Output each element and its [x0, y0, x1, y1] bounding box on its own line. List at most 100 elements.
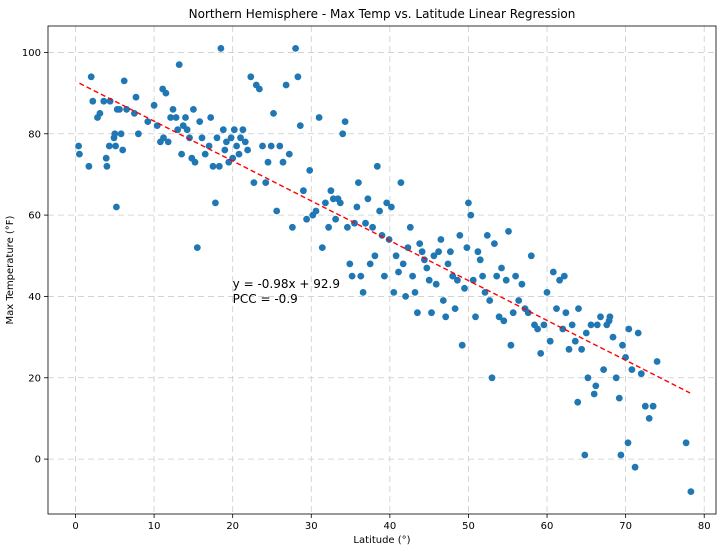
data-point	[329, 195, 337, 203]
data-point	[590, 390, 598, 398]
data-point	[476, 256, 484, 264]
data-point	[512, 272, 519, 280]
data-point	[259, 142, 266, 150]
data-point	[609, 333, 617, 341]
data-point	[89, 97, 97, 105]
x-tick-label: 10	[148, 521, 161, 532]
data-point	[502, 276, 510, 284]
data-point	[144, 118, 152, 125]
data-point	[239, 126, 247, 134]
data-point	[390, 289, 398, 296]
data-point	[641, 402, 649, 410]
data-point	[264, 158, 272, 166]
data-point	[465, 199, 472, 207]
data-point	[444, 260, 452, 268]
data-point	[617, 451, 625, 459]
x-tick-label: 50	[462, 521, 475, 532]
data-point	[373, 162, 381, 170]
data-point	[113, 203, 120, 211]
data-point	[296, 122, 304, 129]
data-point	[244, 146, 252, 154]
data-point	[439, 297, 447, 304]
y-tick-label: 100	[22, 48, 41, 59]
y-tick-label: 0	[35, 455, 41, 466]
x-tick-label: 60	[541, 521, 554, 532]
data-point	[556, 276, 563, 284]
data-point	[198, 134, 206, 142]
data-point	[571, 337, 579, 345]
data-point	[262, 179, 270, 187]
data-point	[322, 199, 329, 207]
data-point	[593, 321, 601, 329]
data-point	[132, 93, 140, 101]
data-point	[267, 142, 275, 150]
data-point	[432, 280, 440, 288]
data-point	[273, 207, 281, 215]
data-point	[312, 207, 320, 215]
data-point	[435, 248, 442, 256]
data-point	[479, 272, 486, 280]
data-point	[451, 305, 459, 312]
data-point	[186, 134, 193, 142]
data-point	[507, 341, 515, 349]
data-point	[615, 394, 623, 402]
data-point	[135, 130, 142, 138]
data-point	[76, 150, 83, 158]
data-point	[292, 45, 299, 52]
data-point	[371, 252, 379, 260]
data-point	[437, 236, 445, 243]
data-point	[565, 345, 573, 353]
x-tick-label: 0	[72, 521, 78, 532]
data-point	[75, 142, 82, 150]
data-point	[414, 309, 421, 317]
data-point	[456, 232, 464, 239]
data-point	[546, 337, 554, 345]
data-point	[515, 297, 523, 304]
data-point	[112, 142, 119, 150]
data-point	[491, 240, 498, 248]
data-point	[425, 276, 433, 284]
data-point	[392, 252, 400, 260]
data-point	[447, 248, 454, 256]
data-point	[584, 374, 592, 382]
data-point	[493, 272, 501, 280]
data-point	[219, 126, 227, 134]
data-point	[509, 309, 517, 317]
data-point	[346, 260, 354, 268]
data-point	[581, 451, 589, 459]
data-point	[411, 289, 419, 296]
data-point	[562, 309, 570, 317]
x-tick-label: 70	[619, 521, 632, 532]
data-point	[649, 402, 657, 410]
data-point	[169, 106, 177, 113]
grid-layer	[48, 26, 716, 514]
data-point	[488, 374, 496, 382]
data-point	[178, 150, 186, 158]
data-point	[682, 439, 690, 447]
data-point	[454, 276, 461, 284]
x-tick-label: 20	[226, 521, 239, 532]
data-point	[303, 215, 310, 223]
data-point	[196, 118, 204, 125]
data-point	[221, 146, 229, 154]
data-point	[294, 73, 302, 81]
chart-title: Northern Hemisphere - Max Temp vs. Latit…	[189, 7, 576, 21]
data-point	[467, 211, 475, 219]
data-point	[167, 114, 175, 121]
data-point	[376, 207, 383, 215]
data-point	[212, 199, 219, 207]
data-point	[362, 219, 369, 227]
data-point	[359, 289, 367, 296]
data-point	[534, 325, 541, 333]
data-point	[449, 272, 457, 280]
data-point	[637, 370, 645, 378]
data-point	[366, 260, 374, 268]
data-point	[500, 317, 508, 325]
data-point	[282, 81, 290, 89]
data-point	[631, 463, 639, 471]
data-point	[325, 223, 332, 231]
data-point	[560, 272, 568, 280]
data-point	[207, 114, 215, 121]
x-tick-label: 30	[305, 521, 318, 532]
data-point	[687, 488, 695, 495]
